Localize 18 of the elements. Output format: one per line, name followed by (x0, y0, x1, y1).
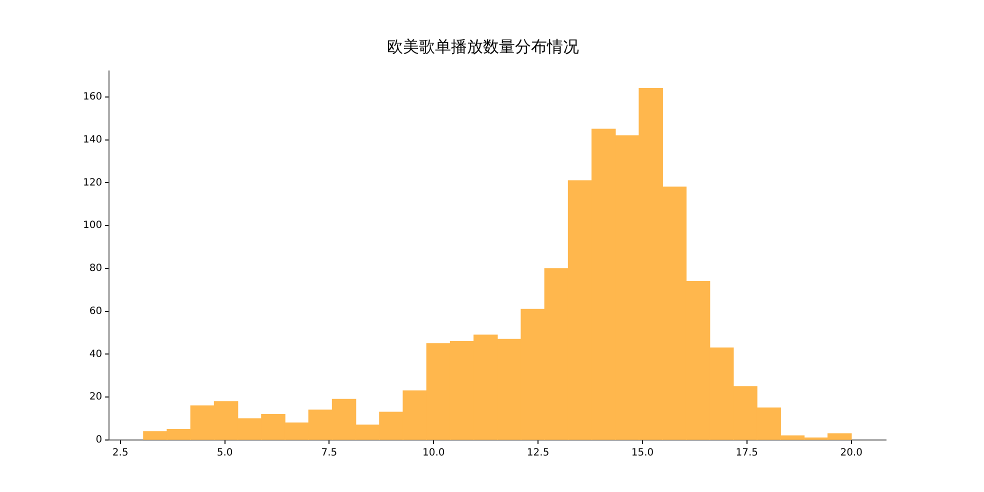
x-tick-label: 7.5 (321, 448, 338, 459)
x-tick-label: 5.0 (216, 448, 233, 459)
x-tick-label: 17.5 (736, 448, 758, 459)
y-tick-label: 20 (89, 392, 102, 403)
y-tick-label: 160 (82, 92, 102, 103)
x-tick-label: 12.5 (526, 448, 550, 459)
chart-title: 欧美歌单播放数量分布情况 (387, 36, 579, 56)
x-tick-label: 10.0 (422, 448, 445, 459)
x-tick-label: 2.5 (112, 448, 128, 459)
x-tick-label: 15.0 (631, 448, 654, 459)
y-tick-label: 140 (82, 134, 102, 146)
y-tick-label: 100 (82, 220, 102, 232)
y-tick-label: 40 (89, 348, 102, 360)
y-tick-label: 80 (89, 263, 102, 274)
y-tick-label: 60 (89, 306, 102, 317)
y-tick-label: 120 (82, 177, 102, 188)
y-tick-label: 0 (96, 434, 102, 446)
x-tick-label: 20.0 (840, 448, 862, 459)
